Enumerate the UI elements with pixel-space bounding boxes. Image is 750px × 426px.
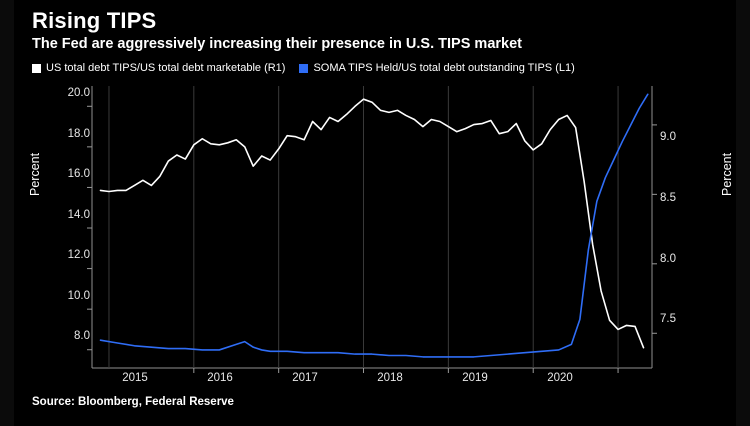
left-tick-12: 12.0: [67, 249, 90, 261]
legend-item-white: US total debt TIPS/US total debt marketa…: [32, 62, 285, 74]
right-tick-9-0: 9.0: [660, 131, 676, 143]
left-tick-10: 10.0: [67, 290, 90, 302]
source-note: Source: Bloomberg, Federal Reserve: [32, 396, 234, 408]
x-tick-2017: 2017: [292, 372, 318, 384]
x-tick-2016: 2016: [207, 372, 233, 384]
left-tick-20: 20.0: [67, 87, 90, 99]
left-border: [0, 0, 14, 426]
legend-label-1: US total debt TIPS/US total debt marketa…: [46, 62, 286, 74]
x-tick-2015: 2015: [122, 372, 148, 384]
left-tick-8: 8.0: [74, 330, 90, 342]
left-tick-18: 18.0: [67, 128, 90, 140]
x-tick-2019: 2019: [462, 372, 488, 384]
page-title: Rising TIPS: [32, 8, 157, 33]
chart-legend: US total debt TIPS/US total debt marketa…: [32, 62, 589, 74]
right-tick-8-0: 8.0: [660, 253, 676, 265]
x-tick-2020: 2020: [547, 372, 573, 384]
x-tick-2018: 2018: [377, 372, 403, 384]
square-swatch-icon: [299, 63, 309, 73]
legend-item-blue: SOMA TIPS Held/US total debt outstanding…: [299, 62, 575, 74]
right-tick-7-5: 7.5: [660, 313, 676, 325]
page-subtitle: The Fed are aggressively increasing thei…: [32, 36, 522, 52]
left-tick-16: 16.0: [67, 168, 90, 180]
square-swatch-icon: [32, 63, 41, 73]
right-border: [736, 0, 750, 426]
right-tick-8-5: 8.5: [660, 192, 676, 204]
chart-canvas: [87, 86, 657, 373]
legend-label-2: SOMA TIPS Held/US total debt outstanding…: [313, 62, 575, 74]
chart-stage: Rising TIPS The Fed are aggressively inc…: [14, 0, 736, 426]
left-tick-14: 14.0: [67, 209, 90, 221]
